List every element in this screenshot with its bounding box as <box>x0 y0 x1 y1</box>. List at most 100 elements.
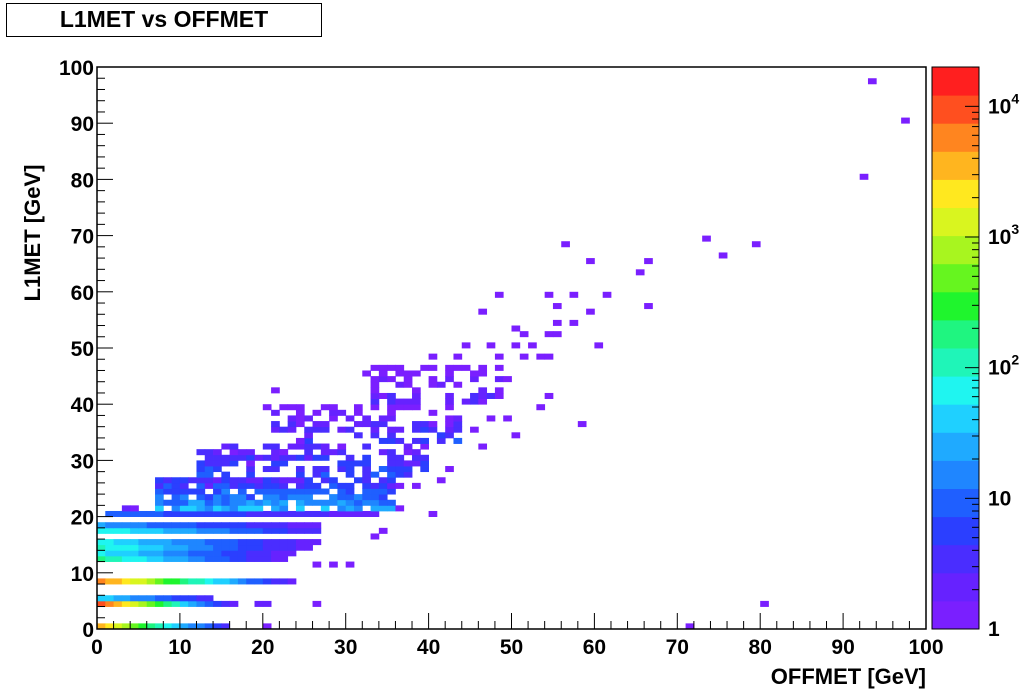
heatmap-cell <box>262 600 272 607</box>
heatmap-cell <box>312 426 322 433</box>
y-tick-label: 0 <box>82 619 94 642</box>
heatmap-cell <box>105 510 114 517</box>
heatmap-cell <box>295 443 305 450</box>
heatmap-cell <box>378 527 388 534</box>
heatmap-cell <box>155 555 164 562</box>
heatmap-cell <box>146 539 156 546</box>
heatmap-cell <box>105 539 114 546</box>
heatmap-cell <box>287 404 297 411</box>
heatmap-cell <box>436 437 446 444</box>
heatmap-cell <box>204 477 214 484</box>
heatmap-cell <box>279 449 289 456</box>
heatmap-cell <box>370 392 380 399</box>
heatmap-cell <box>320 443 330 450</box>
heatmap-cell <box>287 527 297 534</box>
heatmap-cell <box>130 550 139 557</box>
heatmap-cell <box>370 426 380 433</box>
heatmap-cell <box>121 600 131 607</box>
heatmap-cell <box>179 578 189 585</box>
heatmap-cell <box>237 544 247 551</box>
color-scale-label-exponent: 2 <box>1011 352 1019 368</box>
heatmap-cell <box>428 426 438 433</box>
heatmap-cell <box>171 494 181 501</box>
heatmap-cell <box>254 527 264 534</box>
heatmap-cell <box>287 477 297 484</box>
heatmap-cell <box>97 578 106 585</box>
heatmap-cell <box>503 376 512 383</box>
heatmap-cell <box>445 426 454 433</box>
heatmap-cell <box>229 477 239 484</box>
heatmap-cell <box>345 488 355 495</box>
heatmap-cell <box>204 460 214 467</box>
heatmap-cell <box>163 550 173 557</box>
heatmap-cell <box>295 437 305 444</box>
x-tick-label: 50 <box>500 636 523 659</box>
color-scale-label: 104 <box>988 90 1019 118</box>
heatmap-cell <box>171 595 181 602</box>
heatmap-cell <box>445 404 454 411</box>
heatmap-cell <box>453 426 463 433</box>
heatmap-cell <box>295 477 305 484</box>
heatmap-cell <box>246 466 255 473</box>
heatmap-cell <box>262 466 272 473</box>
heatmap-cell <box>528 342 537 349</box>
heatmap-cell <box>213 550 222 557</box>
heatmap-cell <box>196 527 206 534</box>
heatmap-cell <box>295 404 305 411</box>
heatmap-cell <box>329 482 338 489</box>
heatmap-cell <box>246 555 255 562</box>
heatmap-cell <box>287 494 297 501</box>
heatmap-cell <box>204 522 214 529</box>
heatmap-cell <box>387 376 396 383</box>
color-scale-label: 10 <box>988 487 1011 510</box>
heatmap-cell <box>188 595 197 602</box>
heatmap-cell <box>867 78 877 85</box>
heatmap-cell <box>395 437 405 444</box>
heatmap-cell <box>586 258 595 265</box>
heatmap-cell <box>337 482 347 489</box>
heatmap-cell <box>204 555 214 562</box>
heatmap-cell <box>155 550 164 557</box>
heatmap-cell <box>213 510 222 517</box>
heatmap-cell <box>146 527 156 534</box>
color-scale-swatch <box>932 95 979 124</box>
heatmap-cell <box>279 539 289 546</box>
heatmap-cell <box>113 544 123 551</box>
heatmap-cell <box>320 466 330 473</box>
heatmap-cell <box>204 449 214 456</box>
color-scale-swatch <box>932 291 979 321</box>
heatmap-cell <box>246 527 255 534</box>
heatmap-cell <box>246 449 255 456</box>
heatmap-cell <box>171 578 181 585</box>
heatmap-cell <box>246 471 255 478</box>
heatmap-cell <box>221 471 231 478</box>
heatmap-cell <box>387 415 396 422</box>
heatmap-cell <box>163 522 173 529</box>
heatmap-cell <box>312 539 322 546</box>
heatmap-cell <box>271 527 280 534</box>
heatmap-cell <box>271 477 280 484</box>
heatmap-cell <box>229 449 239 456</box>
heatmap-cell <box>155 522 164 529</box>
heatmap-cell <box>237 477 247 484</box>
heatmap-cell <box>370 381 380 388</box>
heatmap-cell <box>412 370 421 377</box>
heatmap-cell <box>146 550 156 557</box>
heatmap-cell <box>121 550 131 557</box>
heatmap-cell <box>312 443 322 450</box>
heatmap-cell <box>279 527 289 534</box>
heatmap-cell <box>138 578 148 585</box>
heatmap-cell <box>594 342 604 349</box>
heatmap-cell <box>130 539 139 546</box>
heatmap-cell <box>188 510 197 517</box>
heatmap-cell <box>470 392 479 399</box>
color-scale-swatch <box>932 179 979 208</box>
heatmap-cell <box>262 494 272 501</box>
heatmap-cell <box>412 426 421 433</box>
heatmap-cell <box>287 550 297 557</box>
heatmap-cell <box>353 432 363 439</box>
heatmap-cell <box>221 578 231 585</box>
x-tick-label: 90 <box>831 636 854 659</box>
heatmap-cell <box>213 600 222 607</box>
heatmap-cell <box>287 454 297 461</box>
